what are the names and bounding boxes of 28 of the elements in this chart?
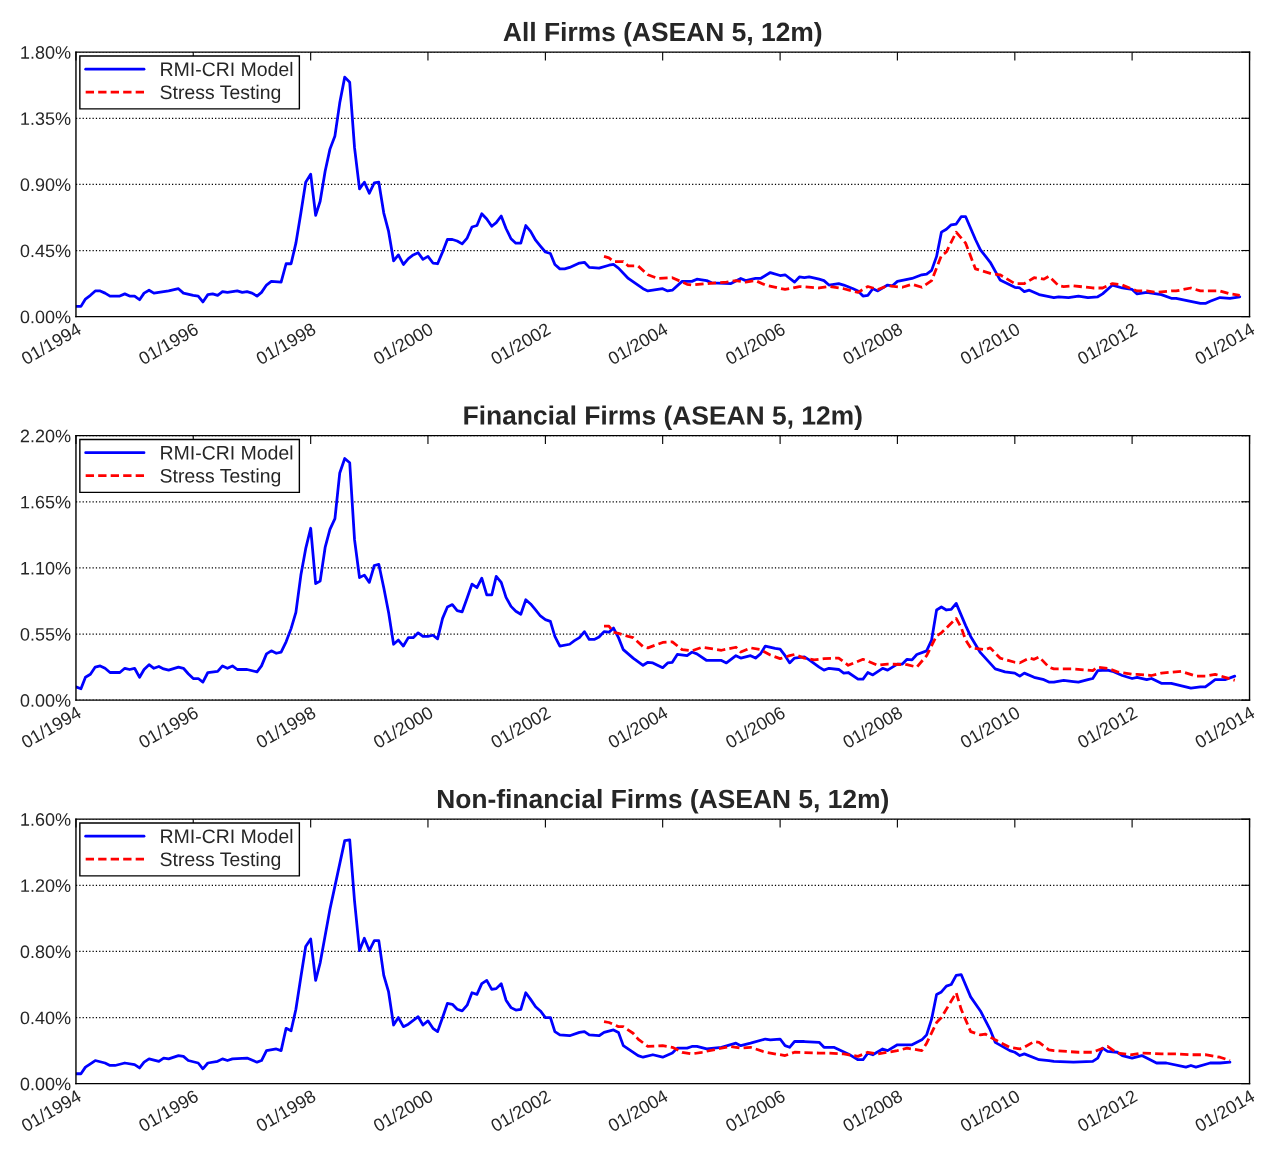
y-tick-label: 1.35%	[21, 112, 71, 125]
y-tick-label: 1.60%	[21, 813, 71, 826]
legend-label: Stress Testing	[160, 84, 281, 103]
legend-label: Stress Testing	[160, 468, 281, 487]
chart-title: All Firms (ASEAN 5, 12m)	[503, 21, 822, 47]
legend-label: RMI-CRI Model	[161, 445, 293, 460]
y-tick-label: 0.40%	[20, 1011, 71, 1025]
line-series	[75, 75, 1242, 308]
line-series	[602, 617, 1237, 682]
legend-label: RMI-CRI Model	[161, 828, 293, 844]
y-tick-label: 2.20%	[20, 429, 71, 443]
y-tick-label: 1.20%	[21, 879, 71, 893]
y-tick-label: 0.00%	[20, 694, 71, 707]
legend-label: RMI-CRI Model	[161, 61, 293, 77]
chart-title: Non-financial Firms (ASEAN 5, 12m)	[437, 788, 888, 814]
y-tick-label: 1.80%	[21, 46, 71, 59]
line-series	[602, 230, 1242, 297]
y-tick-label: 1.65%	[21, 495, 71, 509]
y-tick-label: 0.90%	[20, 178, 71, 192]
y-tick-label: 0.45%	[20, 244, 71, 258]
chart-title: Financial Firms (ASEAN 5, 12m)	[464, 405, 862, 431]
y-tick-label: 1.10%	[21, 561, 71, 575]
legend-label: Stress Testing	[160, 851, 281, 871]
line-series	[602, 991, 1232, 1062]
y-tick-label: 0.55%	[20, 627, 71, 641]
y-tick-label: 0.80%	[20, 945, 71, 959]
y-tick-label: 0.00%	[20, 310, 71, 324]
y-tick-label: 0.00%	[20, 1077, 71, 1091]
